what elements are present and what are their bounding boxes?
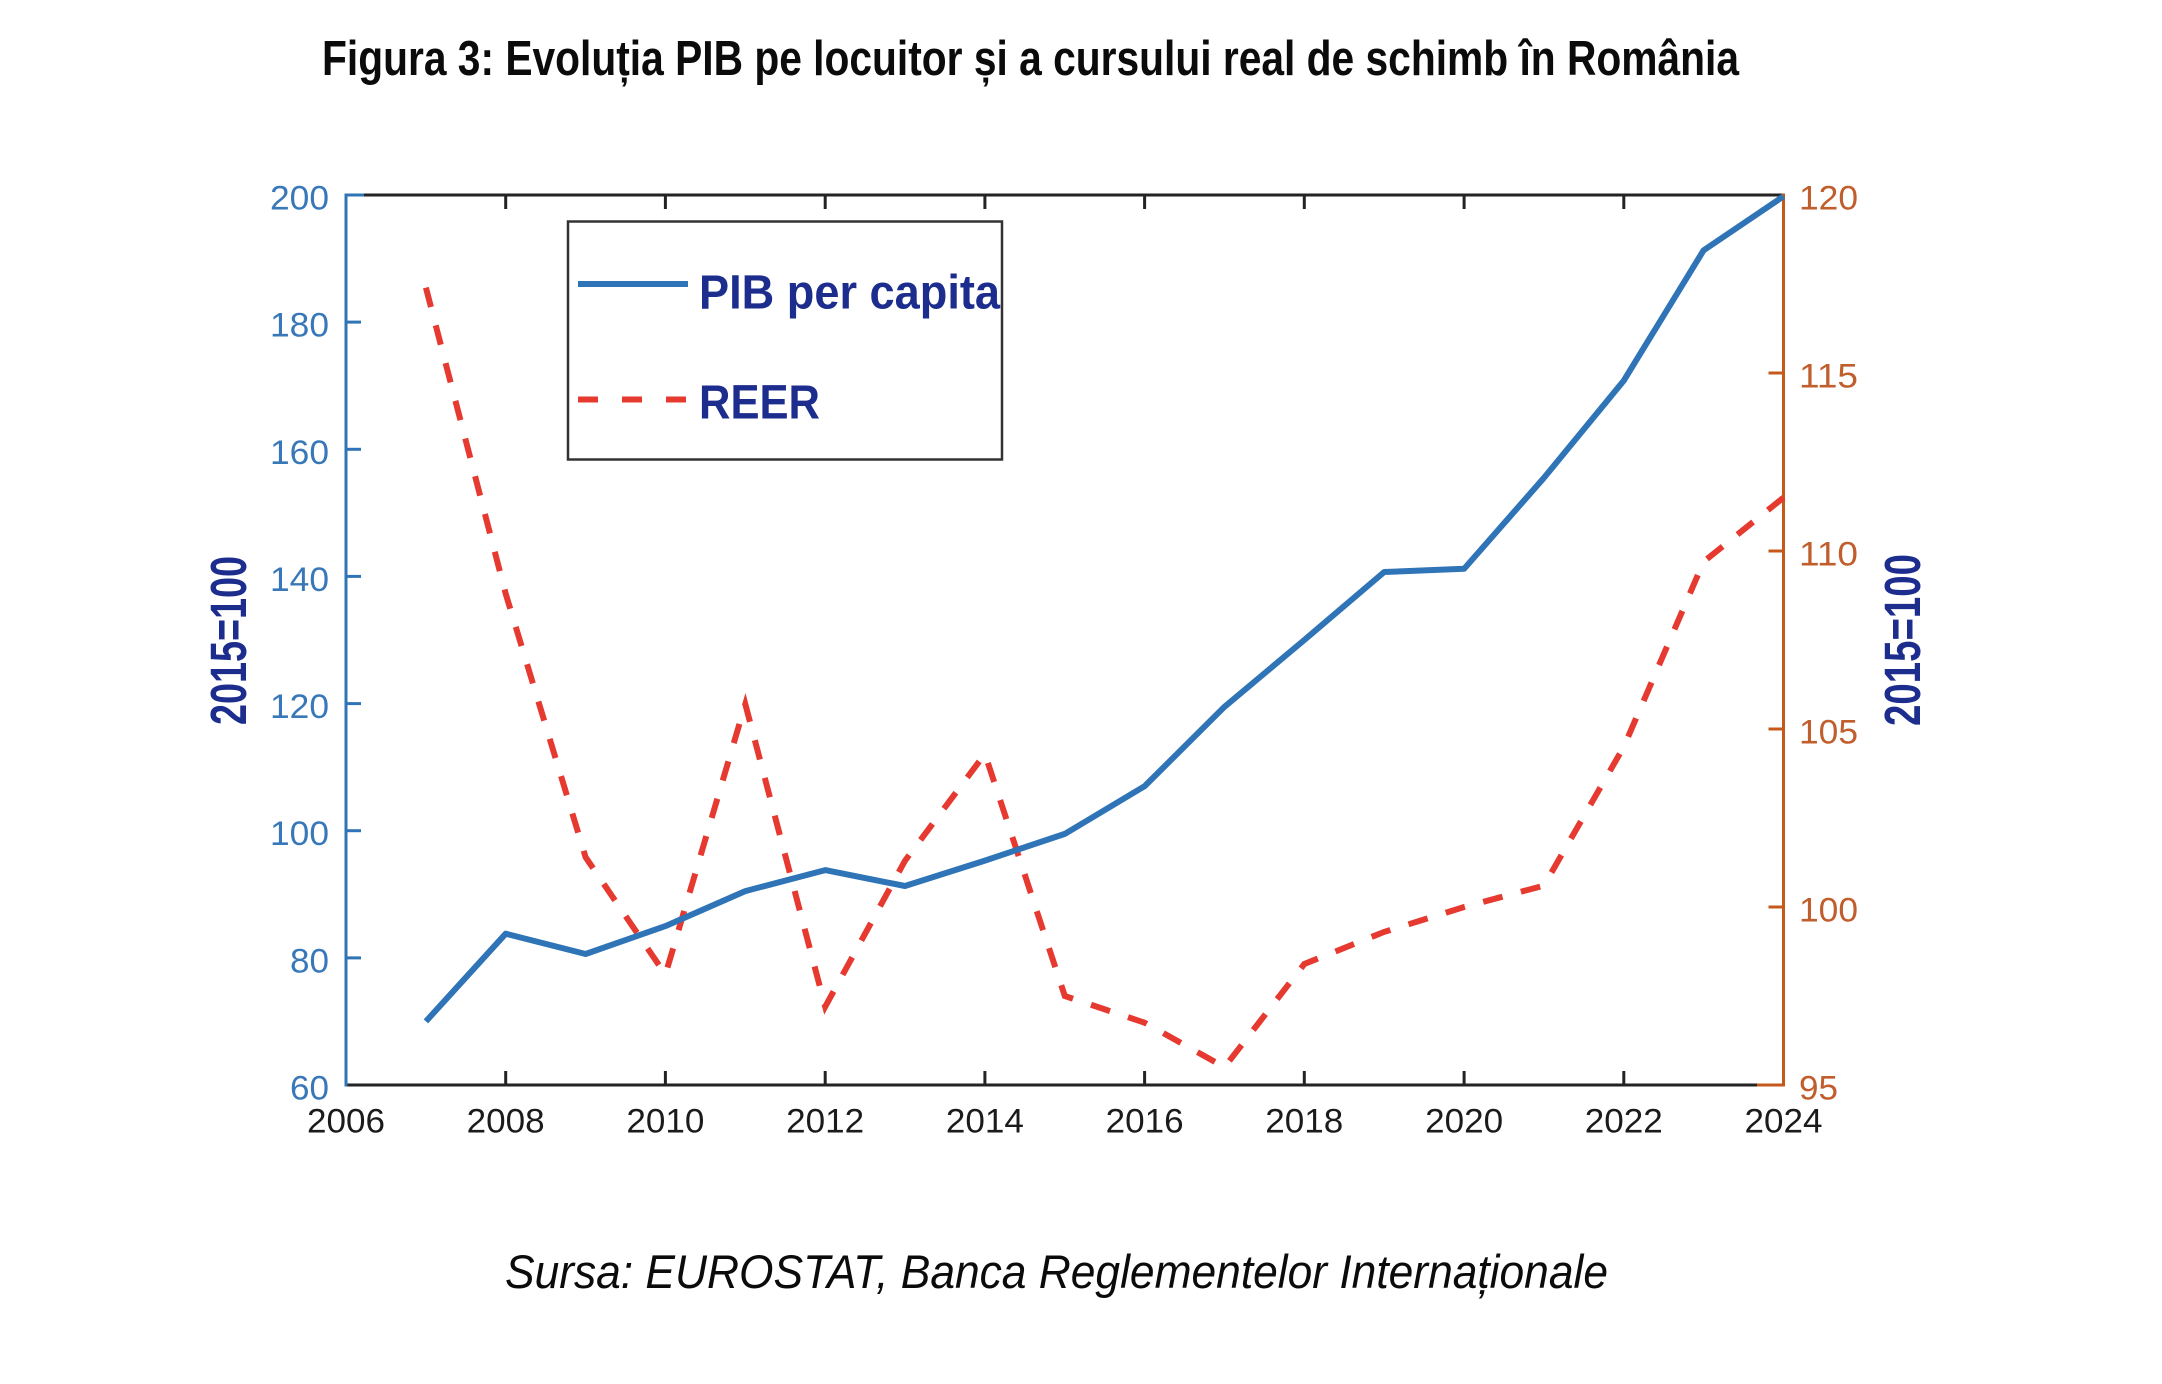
svg-text:2024: 2024: [1745, 1103, 1823, 1141]
svg-text:100: 100: [1799, 892, 1858, 930]
svg-text:60: 60: [290, 1070, 329, 1108]
svg-text:2015=100: 2015=100: [200, 556, 257, 725]
svg-text:2016: 2016: [1106, 1103, 1184, 1141]
svg-text:120: 120: [1799, 180, 1858, 218]
svg-text:2008: 2008: [467, 1103, 545, 1141]
svg-text:2010: 2010: [626, 1103, 704, 1141]
svg-text:2014: 2014: [946, 1103, 1024, 1141]
svg-text:160: 160: [270, 434, 329, 472]
svg-text:120: 120: [270, 688, 329, 726]
svg-text:2006: 2006: [307, 1103, 385, 1141]
svg-text:2022: 2022: [1585, 1103, 1663, 1141]
svg-text:140: 140: [270, 561, 329, 599]
svg-text:100: 100: [270, 815, 329, 853]
svg-text:95: 95: [1799, 1070, 1838, 1108]
svg-text:REER: REER: [699, 377, 820, 430]
svg-text:2015=100: 2015=100: [1874, 554, 1931, 726]
svg-text:80: 80: [290, 942, 329, 980]
svg-text:PIB per capita: PIB per capita: [699, 267, 1000, 320]
svg-text:115: 115: [1799, 358, 1858, 396]
svg-text:180: 180: [270, 307, 329, 345]
svg-text:Sursa: EUROSTAT, Banca Regleme: Sursa: EUROSTAT, Banca Reglementelor Int…: [505, 1245, 1608, 1298]
svg-text:105: 105: [1799, 714, 1858, 752]
svg-text:2018: 2018: [1265, 1103, 1343, 1141]
svg-text:2020: 2020: [1425, 1103, 1503, 1141]
svg-text:Figura 3: Evoluția PIB pe locu: Figura 3: Evoluția PIB pe locuitor și a …: [322, 32, 1740, 86]
svg-text:110: 110: [1799, 536, 1858, 574]
svg-text:200: 200: [270, 180, 329, 218]
svg-text:2012: 2012: [786, 1103, 864, 1141]
